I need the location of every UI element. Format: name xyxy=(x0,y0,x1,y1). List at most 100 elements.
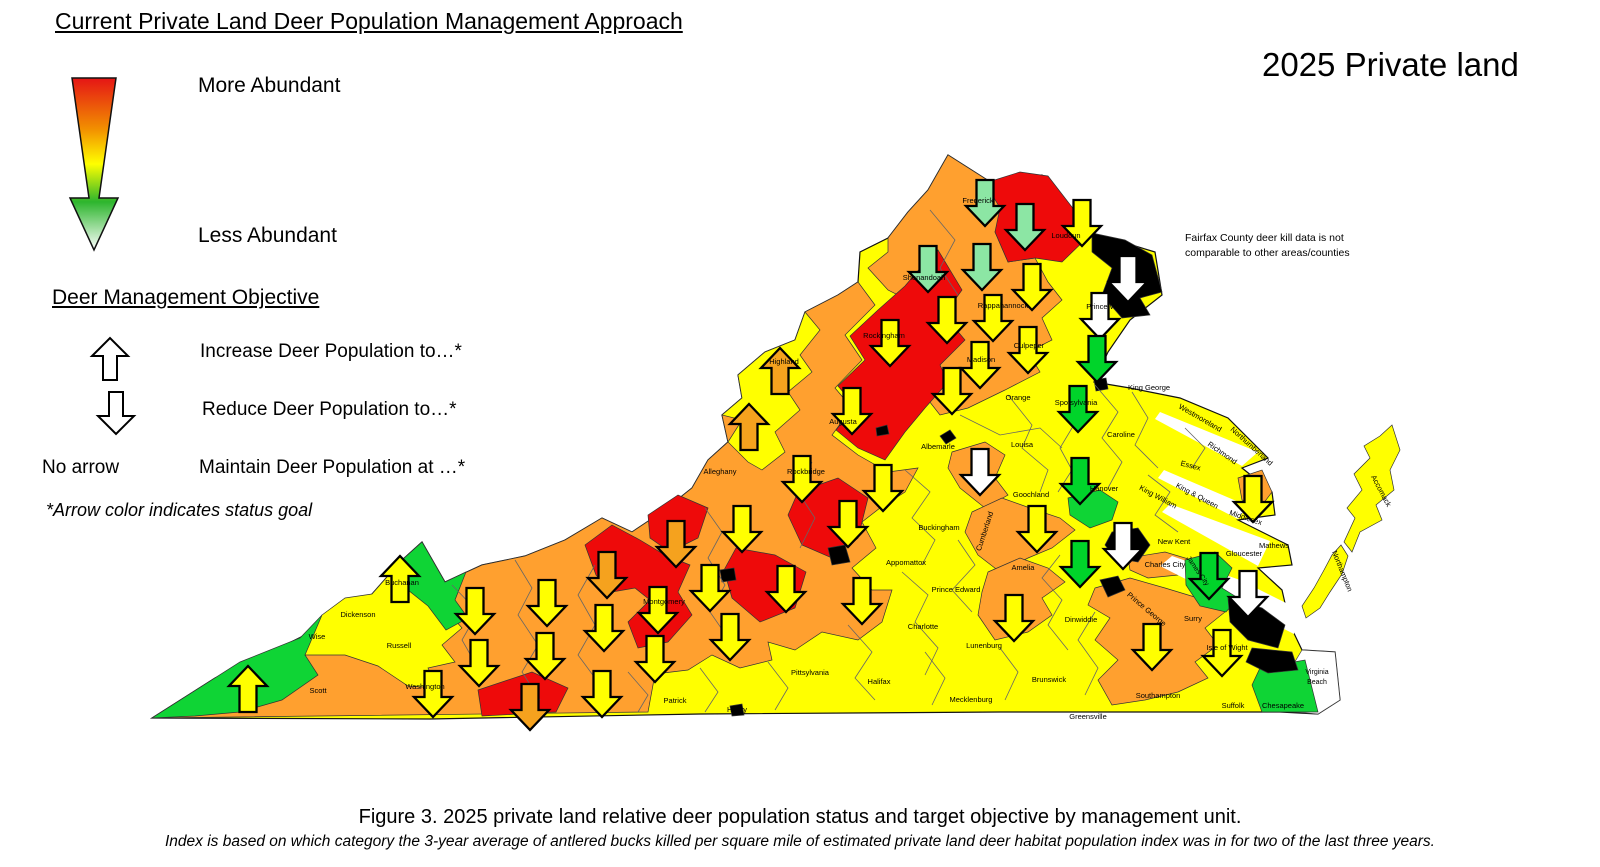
objective-arrow-spotsylvania xyxy=(1056,384,1100,434)
region-west-orange-block xyxy=(150,281,919,719)
objective-arrow-rockingham xyxy=(868,318,912,368)
county-border xyxy=(627,671,649,713)
county-border xyxy=(951,539,976,613)
region-piankatank-river xyxy=(1158,470,1248,519)
objective-arrow-pulaski xyxy=(582,603,626,653)
fairfax-note: Fairfax County deer kill data is not com… xyxy=(1185,231,1350,261)
maintain-label: Maintain Deer Population at …* xyxy=(199,457,466,478)
region-charlottesville-black xyxy=(939,429,957,445)
county-label: Gloucester xyxy=(1226,549,1263,558)
gradient-arrow-shape xyxy=(68,77,120,252)
objective-arrow-chesterfield xyxy=(1058,539,1102,589)
county-label: Albemarle xyxy=(921,442,955,451)
county-label: Greensville xyxy=(1069,712,1107,721)
no-arrow-text: No arrow xyxy=(42,457,120,478)
county-border xyxy=(514,559,541,701)
county-label: Mecklenburg xyxy=(950,695,993,704)
county-label: Southampton xyxy=(1136,691,1181,700)
objective-arrow-greene xyxy=(930,366,974,416)
objective-arrow-fauquier xyxy=(1010,262,1054,312)
region-lynchburg-black xyxy=(827,544,851,566)
county-label: Hanover xyxy=(1090,484,1119,493)
region-roanoke-city-black xyxy=(719,567,737,583)
county-label: Charles City xyxy=(1145,560,1186,569)
fairfax-note-line2: comparable to other areas/counties xyxy=(1185,247,1350,259)
objective-arrow-floyd xyxy=(633,634,677,684)
county-label: Dinwiddie xyxy=(1065,615,1098,624)
county-label: Caroline xyxy=(1107,430,1135,439)
county-label: Patrick xyxy=(664,696,687,705)
county-label: Orange xyxy=(1005,393,1030,402)
objective-arrow-franklin xyxy=(708,612,752,662)
county-label: Appomattox xyxy=(886,558,926,567)
objective-arrow-craig xyxy=(654,519,698,569)
county-label: Louisa xyxy=(1011,440,1034,449)
county-label: Prince Edward xyxy=(932,585,981,594)
objective-arrow-page xyxy=(925,295,969,345)
county-label: Pittsylvania xyxy=(791,668,830,677)
objective-arrow-bedford xyxy=(764,564,808,614)
objective-arrow-culpeper xyxy=(1006,325,1050,375)
objective-arrow-nottoway xyxy=(992,593,1036,643)
objective-arrow-campbell xyxy=(840,576,884,626)
objective-arrow-middlesex xyxy=(1231,474,1275,524)
fairfax-note-line1: Fairfax County deer kill data is not xyxy=(1185,232,1344,244)
less-abundant-label: Less Abundant xyxy=(198,224,337,247)
objective-arrow-wythe xyxy=(523,631,567,681)
county-label: Rockbridge xyxy=(787,467,825,476)
region-rappahannock-river xyxy=(1155,412,1258,466)
increase-label: Increase Deer Population to…* xyxy=(200,341,462,362)
objective-arrow-york xyxy=(1226,569,1270,619)
county-border xyxy=(1094,384,1123,489)
objective-arrow-lee xyxy=(226,664,270,714)
county-border xyxy=(929,209,959,296)
county-border xyxy=(1041,554,1069,651)
county-border xyxy=(999,647,1019,701)
county-label: Wise xyxy=(309,632,326,641)
county-border xyxy=(1007,394,1049,493)
county-label: Augusta xyxy=(829,417,857,426)
county-border xyxy=(1057,417,1079,493)
county-border xyxy=(901,571,939,676)
county-label: Prince William xyxy=(1086,302,1134,311)
county-label: Isle of Wight xyxy=(1206,643,1248,652)
legend-title: Current Private Land Deer Population Man… xyxy=(55,8,683,34)
county-label: Madison xyxy=(967,355,995,364)
county-label: Amelia xyxy=(1012,563,1036,572)
region-petersburg-black xyxy=(1099,575,1126,598)
county-label: Alleghany xyxy=(704,467,737,476)
county-border xyxy=(924,651,946,706)
objective-arrow-rappahannock xyxy=(971,293,1015,343)
objective-arrow-nelson xyxy=(861,463,905,513)
county-border xyxy=(1077,611,1099,696)
objective-title: Deer Management Objective xyxy=(52,286,320,309)
reduce-label: Reduce Deer Population to…* xyxy=(202,399,457,420)
county-label: Brunswick xyxy=(1032,675,1066,684)
county-label: Goochland xyxy=(1013,490,1049,499)
county-label: Virginia xyxy=(1305,669,1328,676)
objective-arrow-warren xyxy=(960,242,1004,292)
county-label: Loudoun xyxy=(1051,231,1080,240)
region-norfolk-black xyxy=(1245,647,1299,674)
county-border xyxy=(1184,427,1206,469)
objective-arrow-roanoke xyxy=(688,563,732,613)
objective-arrow-washington xyxy=(411,669,455,719)
region-buchanan-green xyxy=(401,541,469,631)
region-accomack-yellow xyxy=(1343,424,1401,553)
county-label: Buchanan xyxy=(385,578,419,587)
objective-arrow-amherst xyxy=(826,499,870,549)
county-label: Surry xyxy=(1184,614,1202,623)
figure-caption: Figure 3. 2025 private land relative dee… xyxy=(358,806,1242,828)
region-york-river xyxy=(1162,504,1270,566)
county-label: Mathews xyxy=(1259,541,1289,550)
county-label: Charlotte xyxy=(908,622,938,631)
county-label: Lunenburg xyxy=(966,641,1002,650)
county-border xyxy=(767,661,789,711)
county-label: Buckingham xyxy=(918,523,959,532)
objective-arrow-highland xyxy=(758,346,802,396)
county-label: Montgomery xyxy=(643,597,685,606)
county-label: King George xyxy=(1128,383,1170,392)
objective-arrow-powhatan xyxy=(1015,504,1059,554)
county-label: Rockingham xyxy=(863,331,905,340)
